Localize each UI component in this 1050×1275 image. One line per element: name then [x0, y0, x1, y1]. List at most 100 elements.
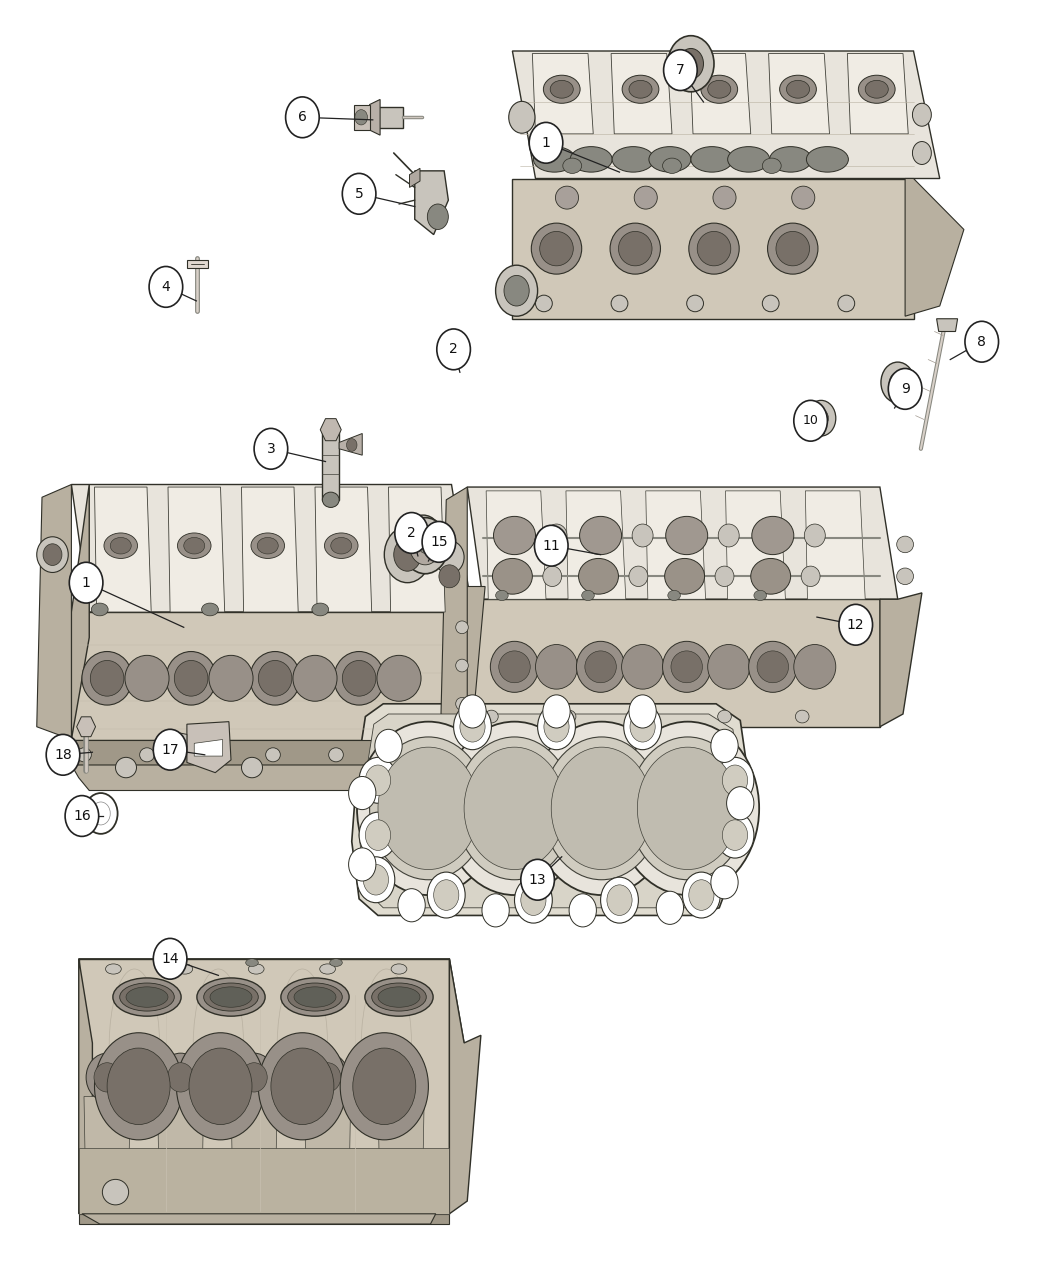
- Circle shape: [271, 1048, 334, 1125]
- Circle shape: [839, 604, 873, 645]
- Circle shape: [357, 857, 395, 903]
- Circle shape: [504, 275, 529, 306]
- Ellipse shape: [82, 652, 132, 705]
- Circle shape: [888, 368, 922, 409]
- Ellipse shape: [897, 567, 914, 584]
- Ellipse shape: [435, 541, 464, 574]
- Ellipse shape: [242, 757, 262, 778]
- Ellipse shape: [372, 983, 426, 1011]
- Ellipse shape: [439, 565, 460, 588]
- Ellipse shape: [240, 1063, 267, 1091]
- Circle shape: [656, 891, 684, 924]
- Ellipse shape: [404, 538, 425, 555]
- Text: 9: 9: [901, 382, 909, 395]
- Text: 1: 1: [82, 576, 90, 589]
- Polygon shape: [566, 491, 626, 599]
- Circle shape: [365, 820, 391, 850]
- Ellipse shape: [392, 747, 406, 762]
- Ellipse shape: [629, 80, 652, 98]
- Circle shape: [286, 97, 319, 138]
- Circle shape: [459, 695, 486, 728]
- Circle shape: [94, 1033, 183, 1140]
- Circle shape: [482, 894, 509, 927]
- Circle shape: [359, 812, 397, 858]
- Circle shape: [889, 372, 906, 393]
- Circle shape: [454, 704, 491, 750]
- Polygon shape: [378, 1096, 424, 1214]
- Ellipse shape: [202, 603, 218, 616]
- Circle shape: [668, 36, 714, 92]
- Circle shape: [363, 864, 388, 895]
- Circle shape: [624, 704, 662, 750]
- Circle shape: [384, 527, 430, 583]
- Circle shape: [254, 428, 288, 469]
- Ellipse shape: [634, 186, 657, 209]
- Ellipse shape: [331, 538, 352, 555]
- Ellipse shape: [456, 621, 468, 634]
- Circle shape: [402, 518, 448, 574]
- Polygon shape: [304, 1096, 351, 1214]
- Ellipse shape: [770, 147, 812, 172]
- Ellipse shape: [689, 223, 739, 274]
- Circle shape: [258, 1033, 346, 1140]
- Ellipse shape: [838, 295, 855, 312]
- Ellipse shape: [754, 590, 766, 601]
- Circle shape: [569, 894, 596, 927]
- Polygon shape: [769, 54, 830, 134]
- Ellipse shape: [160, 1053, 202, 1102]
- Polygon shape: [449, 959, 481, 1214]
- Ellipse shape: [113, 978, 181, 1016]
- Ellipse shape: [177, 533, 211, 558]
- Polygon shape: [231, 1096, 277, 1214]
- Polygon shape: [354, 105, 370, 130]
- Ellipse shape: [104, 533, 138, 558]
- Ellipse shape: [612, 147, 654, 172]
- Circle shape: [664, 50, 697, 91]
- Ellipse shape: [665, 558, 705, 594]
- Ellipse shape: [579, 558, 618, 594]
- Ellipse shape: [103, 1179, 128, 1205]
- Ellipse shape: [456, 659, 468, 672]
- Ellipse shape: [792, 186, 815, 209]
- Ellipse shape: [168, 1063, 193, 1091]
- Circle shape: [616, 722, 759, 895]
- Circle shape: [601, 877, 638, 923]
- Circle shape: [84, 793, 118, 834]
- Ellipse shape: [378, 987, 420, 1007]
- Ellipse shape: [663, 158, 681, 173]
- Text: 2: 2: [449, 343, 458, 356]
- Ellipse shape: [233, 1053, 275, 1102]
- Ellipse shape: [804, 524, 825, 547]
- Text: 7: 7: [676, 64, 685, 76]
- Ellipse shape: [485, 710, 499, 723]
- Circle shape: [153, 729, 187, 770]
- Ellipse shape: [796, 710, 810, 723]
- Circle shape: [107, 1048, 170, 1125]
- Ellipse shape: [456, 697, 468, 710]
- Circle shape: [349, 848, 376, 881]
- Ellipse shape: [266, 747, 280, 762]
- Polygon shape: [187, 722, 231, 773]
- Ellipse shape: [536, 645, 578, 688]
- Circle shape: [806, 400, 836, 436]
- Circle shape: [689, 880, 714, 910]
- Ellipse shape: [762, 158, 781, 173]
- Ellipse shape: [494, 516, 536, 555]
- Ellipse shape: [77, 747, 91, 762]
- Circle shape: [794, 400, 827, 441]
- Polygon shape: [320, 418, 341, 441]
- Ellipse shape: [668, 590, 680, 601]
- Text: 17: 17: [162, 743, 178, 756]
- Text: 12: 12: [847, 618, 864, 631]
- Ellipse shape: [663, 641, 711, 692]
- Ellipse shape: [610, 223, 660, 274]
- Polygon shape: [467, 599, 880, 727]
- Circle shape: [378, 747, 479, 870]
- Ellipse shape: [718, 710, 731, 723]
- Ellipse shape: [197, 978, 265, 1016]
- Ellipse shape: [708, 80, 731, 98]
- Ellipse shape: [90, 660, 124, 696]
- Text: 15: 15: [430, 536, 447, 548]
- Ellipse shape: [257, 538, 278, 555]
- Circle shape: [678, 48, 704, 79]
